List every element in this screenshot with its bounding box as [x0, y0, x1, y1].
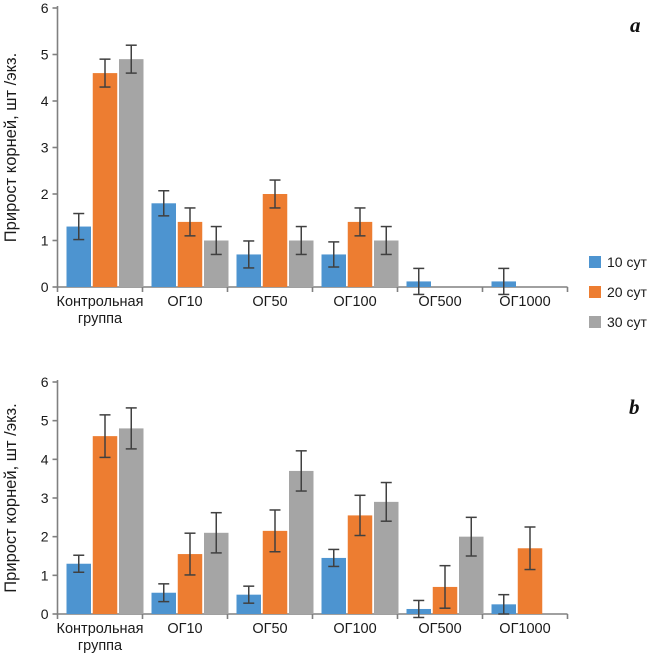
bar-10-сут-3 — [321, 557, 346, 614]
error-bar — [243, 585, 255, 604]
y-tick-label: 4 — [41, 451, 49, 467]
error-bar — [524, 526, 536, 571]
x-category-label: ОГ1000 — [499, 621, 550, 637]
error-bar — [158, 583, 170, 603]
y-tick-label: 1 — [41, 567, 49, 583]
error-bar — [380, 225, 392, 256]
y-tick-label: 4 — [41, 93, 49, 109]
panel-label-b: b — [629, 395, 640, 419]
bar-20-сут-0 — [92, 436, 118, 614]
x-category-label: ОГ50 — [252, 294, 287, 310]
error-bar — [210, 511, 222, 554]
y-tick-label: 5 — [41, 413, 49, 429]
error-bar — [158, 189, 170, 217]
x-category-label: ОГ500 — [418, 294, 461, 310]
bar-20-сут-2 — [262, 194, 288, 287]
error-bar — [125, 44, 137, 74]
x-category-label: Контрольная — [57, 294, 144, 310]
y-tick-label: 3 — [41, 490, 49, 506]
bar-30-сут-0 — [119, 428, 144, 614]
error-bar — [328, 548, 340, 568]
error-bar — [380, 481, 392, 522]
x-category-label: ОГ10 — [167, 621, 202, 637]
legend-item-20sut: 20 сут — [589, 280, 647, 304]
error-bar — [354, 207, 366, 237]
bar-10-сут-1 — [151, 592, 176, 614]
legend-swatch-blue-icon — [589, 256, 601, 268]
x-category-label: группа — [78, 638, 123, 654]
x-category-label: ОГ100 — [333, 621, 376, 637]
legend-swatch-gray-icon — [589, 316, 601, 328]
error-bar — [354, 494, 366, 537]
error-bar — [269, 179, 281, 209]
y-axis-title: Прирост корней, шт /экз. — [2, 53, 20, 242]
error-bar — [99, 58, 111, 88]
y-tick-label: 2 — [41, 186, 49, 202]
bar-20-сут-0 — [92, 73, 118, 287]
x-category-label: ОГ10 — [167, 294, 202, 310]
y-tick-label: 0 — [41, 279, 49, 295]
error-bar — [498, 267, 510, 296]
legend-item-10sut: 10 сут — [589, 250, 647, 274]
legend-item-30sut: 30 сут — [589, 310, 647, 334]
error-bar — [413, 267, 425, 296]
legend-label: 30 сут — [607, 314, 647, 330]
error-bar — [184, 207, 196, 237]
error-bar — [99, 414, 111, 459]
y-tick-label: 6 — [41, 374, 49, 390]
x-category-label: ОГ100 — [333, 294, 376, 310]
error-bar — [184, 532, 196, 576]
error-bar — [465, 516, 477, 557]
y-tick-label: 3 — [41, 140, 49, 156]
legend-swatch-orange-icon — [589, 286, 601, 298]
x-category-label: ОГ1000 — [499, 294, 550, 310]
y-axis-title: Прирост корней, шт /экз. — [2, 403, 20, 592]
error-bar — [413, 599, 425, 619]
y-tick-label: 2 — [41, 529, 49, 545]
y-tick-label: 1 — [41, 233, 49, 249]
x-category-label: ОГ500 — [418, 621, 461, 637]
x-category-label: ОГ50 — [252, 621, 287, 637]
error-bar — [210, 225, 222, 256]
error-bar — [243, 240, 255, 269]
error-bar — [73, 212, 85, 241]
error-bar — [269, 509, 281, 553]
legend-label: 10 сут — [607, 254, 647, 270]
error-bar — [498, 593, 510, 615]
error-bar — [295, 450, 307, 492]
legend-label: 20 сут — [607, 284, 647, 300]
x-category-label: Контрольная — [57, 621, 144, 637]
error-bar — [125, 407, 137, 450]
error-bar — [439, 564, 451, 609]
panel-label-a: a — [630, 13, 641, 37]
y-tick-label: 5 — [41, 47, 49, 63]
y-tick-label: 6 — [41, 0, 49, 16]
x-category-label: группа — [78, 311, 123, 327]
error-bar — [73, 554, 85, 573]
bar-30-сут-0 — [119, 59, 144, 288]
bar-10-сут-2 — [236, 594, 261, 614]
y-tick-label: 0 — [41, 606, 49, 622]
bar-30-сут-2 — [289, 470, 314, 614]
legend: 10 сут 20 сут 30 сут — [589, 250, 647, 334]
error-bar — [295, 225, 307, 256]
error-bar — [328, 241, 340, 268]
bar-10-сут-1 — [151, 203, 176, 287]
